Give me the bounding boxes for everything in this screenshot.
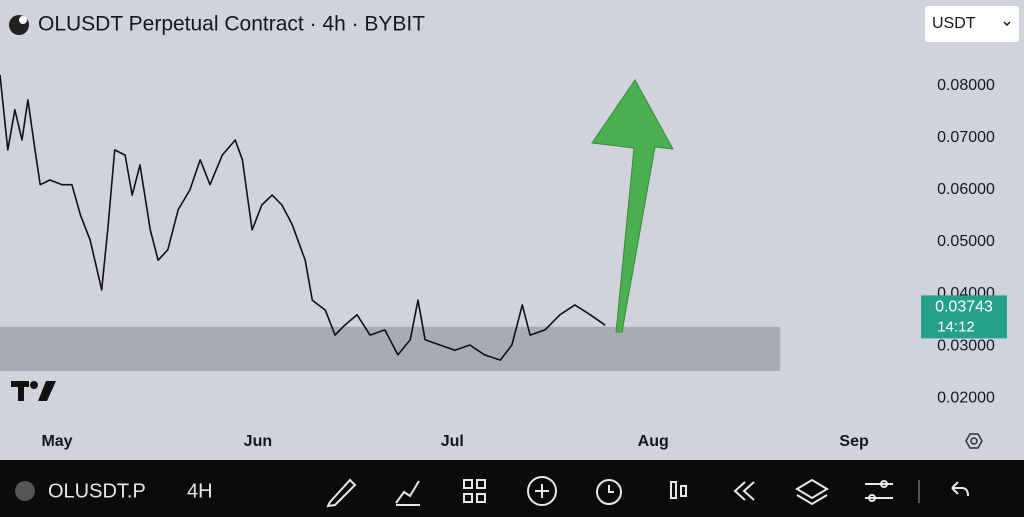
toolbar-symbol[interactable]: OLUSDT.P [48,480,146,502]
toolbar-interval[interactable]: 4H [187,480,213,502]
alert-hands[interactable] [608,485,614,493]
tv-logo [11,381,56,401]
y-tick-label: 0.06000 [937,181,995,198]
y-tick-label: 0.05000 [937,233,995,250]
objects-tree[interactable] [795,478,829,506]
draw-tool[interactable] [326,478,357,508]
chart-title: OLUSDT Perpetual Contract · 4h · BYBIT [38,13,425,36]
currency-label[interactable]: USDT [932,15,976,32]
up-arrow [591,79,674,333]
y-tick-label: 0.07000 [937,129,995,146]
y-tick-label: 0.02000 [937,389,995,406]
slider-knob-2[interactable] [868,494,876,502]
x-tick-label: Sep [839,433,869,450]
layouts-3[interactable] [463,493,473,503]
chart-type[interactable] [670,481,677,499]
x-tick-label: Aug [638,433,669,450]
settings-icon-center[interactable] [970,437,978,445]
currency-select[interactable] [925,6,1019,42]
layouts[interactable] [463,479,473,489]
countdown: 14:12 [937,318,975,335]
undo[interactable] [951,481,969,497]
layouts-2[interactable] [476,479,486,489]
slider-knob[interactable] [880,480,888,488]
settings-icon[interactable] [965,433,983,449]
y-tick-label: 0.08000 [937,77,995,94]
last-price-box [921,295,1007,339]
toolbar-symbol-icon[interactable] [15,481,35,501]
price-line [0,74,606,361]
dropdown-caret[interactable] [1003,21,1011,27]
x-tick-label: May [41,433,72,450]
symbol-icon-dot [19,16,27,24]
chart-type-2[interactable] [680,485,687,497]
x-tick-label: Jun [244,433,272,450]
x-tick-label: Jul [441,433,464,450]
last-price: 0.03743 [935,299,993,316]
background [0,0,1024,460]
add-plus[interactable] [535,484,549,498]
alert-button[interactable] [596,479,622,505]
add-button[interactable] [527,476,557,506]
support-zone [0,326,781,372]
replay[interactable] [733,481,755,501]
indicators[interactable] [395,480,420,506]
plot: 0.020000.030000.040000.050000.060000.070… [0,74,1007,450]
y-tick-label: 0.03000 [937,337,995,354]
layouts-4[interactable] [476,493,486,503]
toolbar [0,460,1024,517]
